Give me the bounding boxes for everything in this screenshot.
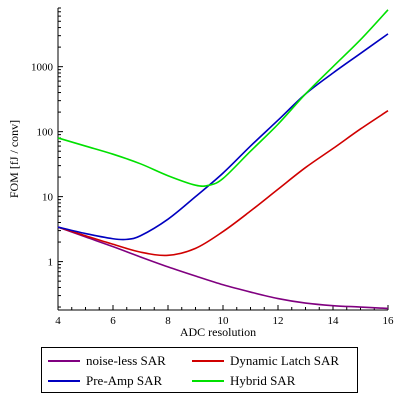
x-tick-label: 14 [328, 315, 340, 327]
series-line-hybrid-sar [57, 9, 389, 187]
legend: noise-less SAR Dynamic Latch SAR Pre-Amp… [41, 347, 358, 393]
legend-label-hybrid-sar: Hybrid SAR [230, 373, 296, 388]
chart-canvas: 4 6 8 10 12 14 16 1 10 100 1000 ADC resolution FO… [7, 7, 394, 339]
x-tick-label: 10 [218, 315, 230, 327]
legend-label-dynamic-latch-sar: Dynamic Latch SAR [230, 353, 340, 368]
y-axis-title: FOM [fJ / conv] [7, 120, 21, 198]
y-tick-label: 10 [42, 192, 54, 204]
series-line-pre-amp-sar [57, 33, 389, 241]
legend-swatch-dynamic-latch-sar [192, 360, 224, 362]
x-tick-label: 16 [383, 315, 395, 327]
y-ticks: 1 10 100 1000 [31, 7, 63, 308]
axes [57, 8, 388, 311]
legend-item-dynamic-latch-sar: Dynamic Latch SAR [192, 352, 339, 370]
y-tick-label: 1000 [31, 62, 54, 74]
legend-swatch-hybrid-sar [192, 380, 224, 382]
series-lines [57, 9, 389, 310]
x-axis-title: ADC resolution [180, 325, 256, 339]
y-tick-label: 1 [48, 257, 54, 269]
legend-swatch-noise-less-sar [48, 360, 80, 362]
legend-swatch-pre-amp-sar [48, 380, 80, 382]
x-tick-label: 6 [110, 315, 116, 327]
legend-item-hybrid-sar: Hybrid SAR [192, 372, 295, 390]
x-tick-label: 4 [55, 315, 61, 327]
series-line-noise-less-sar [57, 226, 389, 310]
x-tick-label: 8 [165, 315, 171, 327]
series-line-dynamic-latch-sar [57, 110, 389, 257]
x-ticks: 4 6 8 10 12 14 16 [55, 305, 394, 327]
legend-label-pre-amp-sar: Pre-Amp SAR [86, 373, 163, 388]
legend-label-noise-less-sar: noise-less SAR [86, 353, 166, 368]
legend-item-pre-amp-sar: Pre-Amp SAR [48, 372, 162, 390]
legend-item-noise-less-sar: noise-less SAR [48, 352, 166, 370]
x-tick-label: 12 [273, 315, 284, 327]
y-tick-label: 100 [37, 127, 54, 139]
